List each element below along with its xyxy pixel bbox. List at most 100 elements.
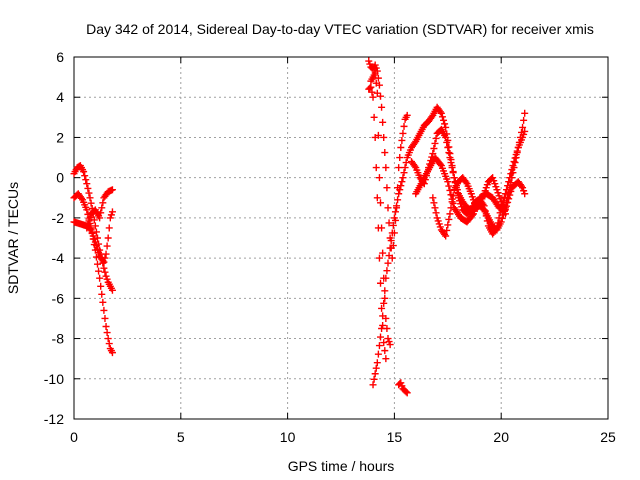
y-tick-label: -4 xyxy=(52,250,65,266)
axis-ticks: 0 5 10 15 20 25 -12 -10 -8 -6 -4 -2 0 2 4 6 xyxy=(44,49,616,445)
data-point-marker xyxy=(383,184,391,192)
data-point-marker xyxy=(382,164,390,172)
data-point-marker xyxy=(370,113,378,121)
data-point-marker xyxy=(101,254,109,262)
data-point-marker xyxy=(447,159,455,167)
data-point-marker xyxy=(521,190,529,198)
data-point-marker xyxy=(430,145,438,153)
data-point-marker xyxy=(444,144,452,151)
x-tick-label: 10 xyxy=(280,429,296,445)
y-tick-label: -2 xyxy=(52,210,65,226)
data-point-marker xyxy=(83,180,91,188)
data-point-marker xyxy=(437,109,445,117)
data-point-marker xyxy=(84,220,92,228)
data-point-marker xyxy=(495,214,503,222)
data-point-marker xyxy=(373,89,381,97)
data-point-marker xyxy=(444,178,452,186)
data-point-marker xyxy=(385,252,393,260)
data-point-marker xyxy=(480,202,488,210)
data-point-marker xyxy=(390,214,398,222)
data-point-marker xyxy=(396,154,404,162)
data-point-marker xyxy=(85,189,93,197)
data-point-marker xyxy=(398,136,406,144)
data-point-marker xyxy=(86,213,94,221)
data-point-marker xyxy=(380,133,388,141)
data-point-marker xyxy=(96,274,104,282)
data-point-marker xyxy=(443,226,451,234)
data-point-marker xyxy=(500,193,508,201)
data-point-marker xyxy=(442,232,450,240)
data-point-marker xyxy=(101,314,109,322)
data-point-marker xyxy=(388,229,396,237)
data-point-marker xyxy=(86,225,94,233)
series-track-g xyxy=(365,83,390,363)
data-point-marker xyxy=(371,69,379,77)
x-tick-label: 5 xyxy=(177,429,185,445)
data-point-marker xyxy=(443,138,451,146)
data-point-marker xyxy=(402,159,410,167)
grid xyxy=(74,57,608,419)
data-point-marker xyxy=(509,162,517,170)
data-point-marker xyxy=(446,210,454,218)
data-point-marker xyxy=(394,196,402,204)
data-point-marker xyxy=(501,190,509,198)
data-point-marker xyxy=(511,154,519,162)
series-track-e xyxy=(365,57,411,262)
data-point-marker xyxy=(506,174,514,182)
data-point-marker xyxy=(373,194,381,202)
data-point-marker xyxy=(510,158,518,166)
data-point-marker xyxy=(108,349,116,357)
data-point-marker xyxy=(505,178,513,186)
data-point-marker xyxy=(82,176,90,184)
data-point-marker xyxy=(377,333,385,341)
data-point-marker xyxy=(513,147,521,155)
data-point-marker xyxy=(396,186,404,194)
data-point-marker xyxy=(449,169,457,177)
data-point-marker xyxy=(97,209,105,217)
data-point-marker xyxy=(393,202,401,210)
data-point-marker xyxy=(436,108,444,116)
data-point-marker xyxy=(85,217,93,225)
y-tick-label: 4 xyxy=(56,89,64,105)
data-point-marker xyxy=(445,215,453,223)
data-point-marker xyxy=(493,224,501,232)
data-point-marker xyxy=(429,150,437,158)
data-point-marker xyxy=(372,364,380,372)
data-point-marker xyxy=(444,221,452,229)
data-point-marker xyxy=(508,166,516,174)
x-tick-label: 20 xyxy=(493,429,509,445)
data-point-marker xyxy=(378,103,386,111)
y-tick-label: 6 xyxy=(56,49,64,65)
data-point-marker xyxy=(100,306,108,314)
data-point-marker xyxy=(449,192,457,200)
data-point-marker xyxy=(383,267,391,275)
data-point-marker xyxy=(98,290,106,298)
data-point-marker xyxy=(492,225,500,233)
data-point-marker xyxy=(108,286,116,294)
chart-title: Day 342 of 2014, Sidereal Day-to-day VTE… xyxy=(86,21,594,37)
data-point-marker xyxy=(507,170,515,178)
data-point-marker xyxy=(374,74,382,82)
data-point-marker xyxy=(501,210,509,218)
data-point-marker xyxy=(91,238,99,246)
data-point-marker xyxy=(519,123,527,131)
data-point-marker xyxy=(371,370,379,378)
data-point-marker xyxy=(391,208,399,216)
series-track-l xyxy=(395,379,411,397)
data-point-marker xyxy=(91,222,99,230)
data-point-marker xyxy=(399,174,407,182)
data-point-marker xyxy=(504,198,512,206)
data-point-marker xyxy=(367,83,375,91)
data-point-marker xyxy=(506,191,514,199)
data-point-marker xyxy=(101,268,109,276)
data-point-marker xyxy=(375,254,383,262)
x-tick-label: 0 xyxy=(70,429,78,445)
data-point-marker xyxy=(371,133,379,141)
data-point-marker xyxy=(377,199,385,207)
data-point-marker xyxy=(400,122,408,130)
data-point-marker xyxy=(442,133,450,141)
data-point-marker xyxy=(105,224,113,232)
data-point-marker xyxy=(103,242,111,250)
data-point-marker xyxy=(389,221,397,229)
data-point-marker xyxy=(411,162,419,170)
